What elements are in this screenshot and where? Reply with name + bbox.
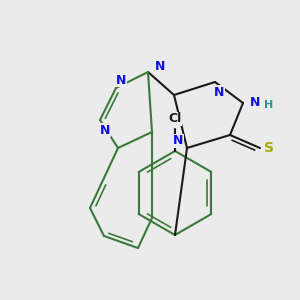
Text: N: N	[100, 124, 110, 136]
Text: N: N	[250, 97, 260, 110]
Text: N: N	[155, 59, 165, 73]
Text: H: H	[264, 100, 274, 110]
Text: Cl: Cl	[168, 112, 182, 125]
Text: N: N	[173, 134, 183, 148]
Text: N: N	[116, 74, 126, 86]
Text: S: S	[264, 141, 274, 155]
Text: N: N	[214, 85, 224, 98]
